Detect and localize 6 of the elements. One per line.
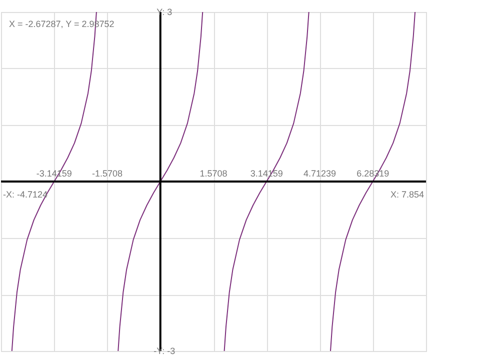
x-tick-label: 1.5708 bbox=[200, 168, 228, 178]
y-tick-label: -Y: -3 bbox=[154, 346, 176, 355]
x-tick-label: -1.5708 bbox=[92, 168, 123, 178]
annotation: X: 7.854 bbox=[390, 190, 424, 200]
x-tick-label: 4.71239 bbox=[303, 168, 336, 178]
y-tick-label: Y: 3 bbox=[156, 7, 172, 17]
